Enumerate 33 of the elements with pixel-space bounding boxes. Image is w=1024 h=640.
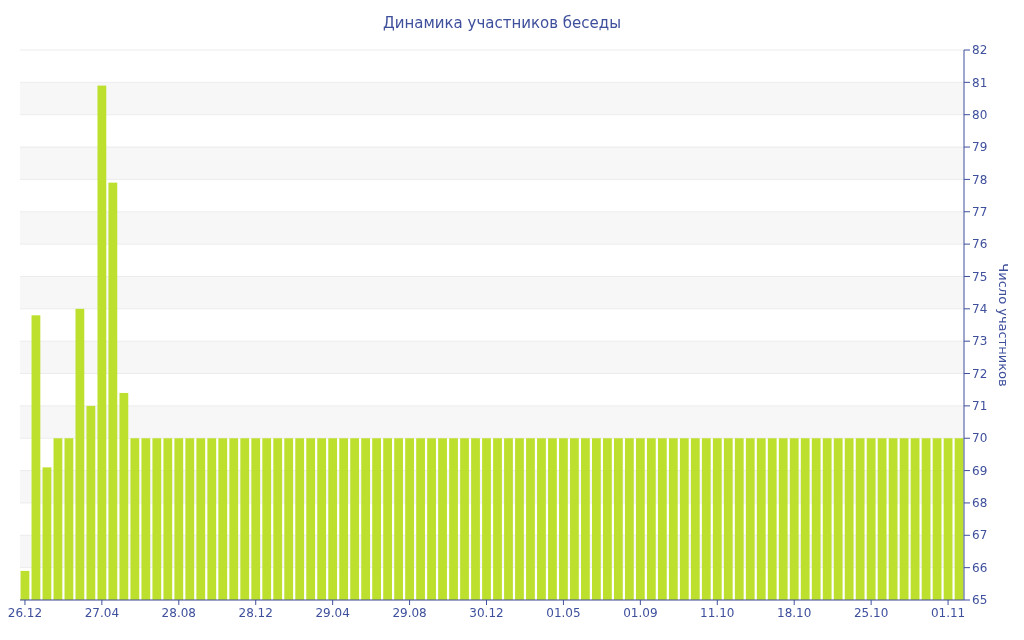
- x-tick-label: 01.09: [623, 606, 658, 620]
- y-tick-label: 69: [972, 463, 988, 478]
- y-tick-label: 73: [972, 334, 988, 349]
- y-tick-label: 79: [972, 140, 988, 155]
- x-tick-label: 18.10: [777, 606, 812, 620]
- y-tick-label: 81: [972, 75, 988, 90]
- y-tick-label: 74: [972, 302, 988, 317]
- y-tick-label: 75: [972, 269, 988, 284]
- y-tick-label: 71: [972, 399, 988, 414]
- y-tick-label: 80: [972, 107, 988, 122]
- x-tick-label: 30.12: [469, 606, 504, 620]
- y-tick-label: 72: [972, 366, 988, 381]
- y-tick-label: 68: [972, 496, 988, 511]
- y-tick-label: 67: [972, 528, 988, 543]
- y-tick-label: 78: [972, 172, 988, 187]
- x-tick-label: 28.12: [238, 606, 273, 620]
- chart-title: Динамика участников беседы: [382, 14, 622, 32]
- y-tick-label: 66: [972, 560, 988, 575]
- x-tick-label: 26.12: [7, 606, 43, 620]
- y-tick-label: 70: [972, 431, 988, 446]
- x-tick-label: 29.04: [315, 606, 350, 620]
- x-tick-label: 01.11: [930, 606, 966, 620]
- y-tick-label: 65: [972, 593, 988, 608]
- x-tick-label: 25.10: [853, 606, 889, 620]
- x-tick-label: 29.08: [392, 606, 427, 620]
- x-tick-label: 27.04: [84, 606, 120, 620]
- y-tick-label: 77: [972, 204, 988, 219]
- x-tick-label: 01.05: [546, 606, 581, 620]
- y-axis-title: Число участников: [996, 263, 1011, 387]
- x-tick-label: 11.10: [700, 606, 735, 620]
- x-tick-label: 28.08: [161, 606, 196, 620]
- y-tick-label: 76: [972, 237, 988, 252]
- y-tick-label: 82: [972, 43, 988, 58]
